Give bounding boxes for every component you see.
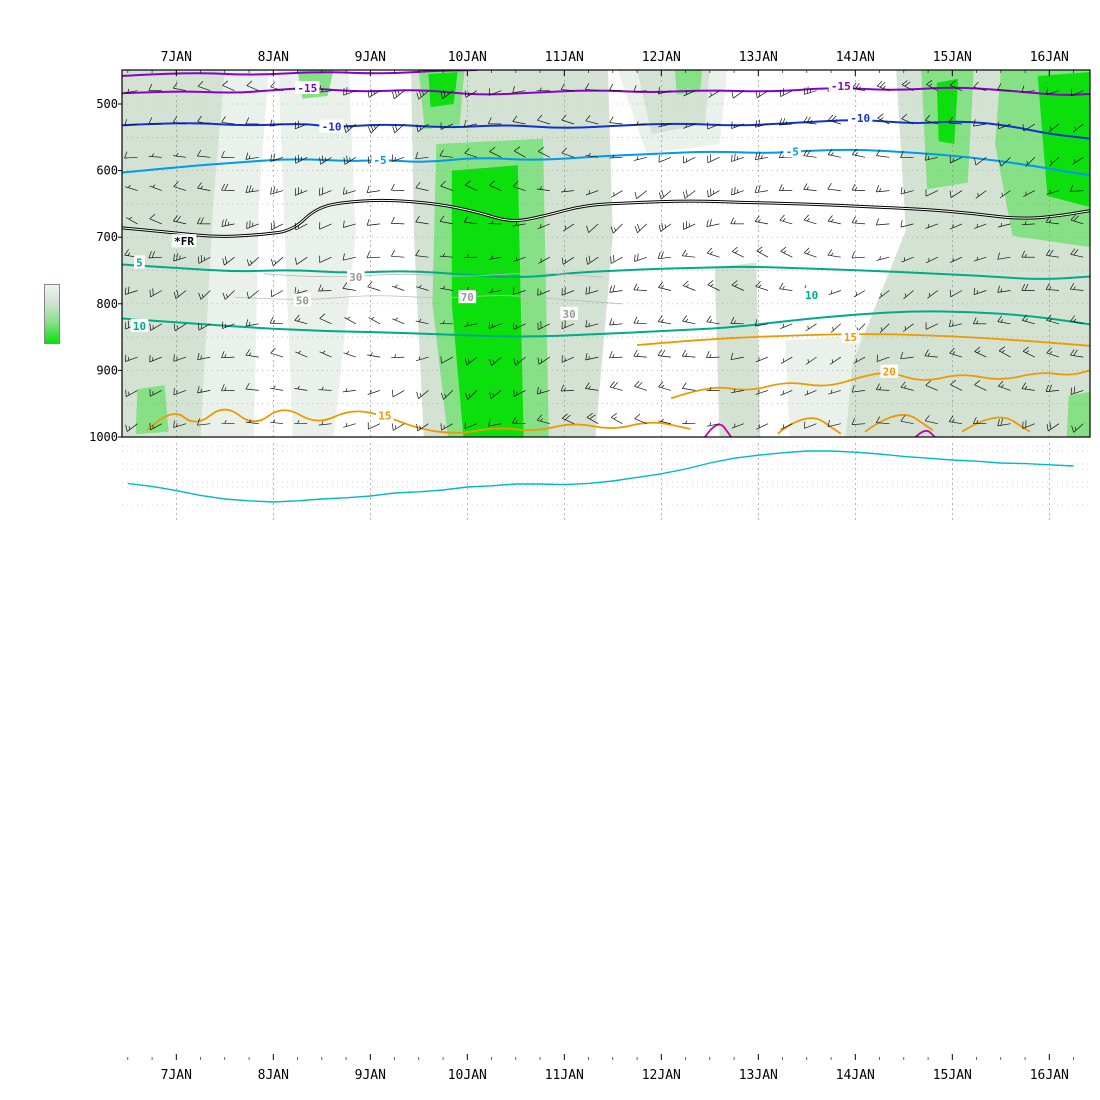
contour-label-bg [458,290,477,304]
svg-text:8JAN: 8JAN [258,50,289,65]
contour-label: -10 [850,112,870,125]
rh-shading-region [674,70,703,95]
contour-label: 70 [461,291,474,304]
svg-text:9JAN: 9JAN [355,1068,386,1083]
contour-label-bg [802,288,821,302]
contour-label-bg [346,270,365,284]
temp-contour-25 [914,429,936,437]
contour-label-bg [828,79,853,93]
contour-label-bg [371,152,389,166]
temp-contour-10 [122,310,1090,338]
contour-label: 30 [349,271,362,284]
contour-label: 30 [563,308,576,321]
contour-label-bg [841,330,860,344]
contour-label-bg [319,119,344,133]
contour-label-bg [560,306,578,320]
rh-shading-region [135,385,169,435]
contour-label: -10 [322,121,342,134]
svg-text:10JAN: 10JAN [448,50,487,65]
svg-text:8JAN: 8JAN [258,1068,289,1083]
svg-text:10JAN: 10JAN [448,1068,487,1083]
temp-contour--5 [122,148,1090,177]
contour-label: 15 [378,410,391,423]
thickness-line [127,450,1074,503]
contour-label: 10 [133,320,146,333]
upper-air-wind-barbs [124,80,1084,433]
svg-text:11JAN: 11JAN [545,50,584,65]
contour-label-bg [171,234,197,248]
contour-label-bg [134,255,145,269]
svg-text:800: 800 [96,297,118,311]
contour-label: 50 [296,294,309,307]
contour-label: -15 [297,82,317,95]
temp-contour-25 [704,423,732,437]
contour-label: -15 [831,80,851,93]
rh-shading-region [278,70,356,437]
temp-contour-15 [961,416,1031,433]
svg-text:12JAN: 12JAN [642,1068,681,1083]
contour-label: 5 [136,257,143,270]
svg-text:900: 900 [96,363,118,377]
svg-text:13JAN: 13JAN [739,1068,778,1083]
contour-label-bg [130,318,149,332]
temp-contour-15 [777,417,842,435]
contour-label-bg [880,364,899,378]
rh-colorbar [44,284,60,344]
rh-shading-region [428,72,458,108]
contour-label-bg [293,293,312,307]
contour-label: 10 [805,289,818,302]
rh-shading-region [714,262,761,437]
svg-text:7JAN: 7JAN [161,50,192,65]
contour-label: *FR [174,235,194,248]
contour-label: -5 [373,154,386,167]
slp-thickness-panel [122,443,1090,520]
svg-text:600: 600 [96,164,118,178]
svg-text:15JAN: 15JAN [933,1068,972,1083]
svg-text:14JAN: 14JAN [836,50,875,65]
contour-label: 15 [844,331,857,344]
temp-contour--15 [122,86,1090,96]
svg-text:14JAN: 14JAN [836,1068,875,1083]
temp-contour--20 [122,70,478,77]
rh-shading-region [122,70,225,437]
temp-contour-rh-gray [234,295,623,305]
svg-text:15JAN: 15JAN [933,50,972,65]
upper-air-panel: -15 -15 -10 -10 -5 -5 *FR 5 10 10 15 15 20 30 50 70 30 [122,70,1090,437]
svg-text:700: 700 [96,230,118,244]
contour-label-bg [295,81,320,95]
svg-text:11JAN: 11JAN [545,1068,584,1083]
svg-text:12JAN: 12JAN [642,50,681,65]
svg-text:1000: 1000 [89,430,118,444]
svg-text:13JAN: 13JAN [739,50,778,65]
temp-contour--10 [122,119,1090,140]
contour-label: 20 [883,366,896,379]
svg-text:9JAN: 9JAN [355,50,386,65]
temp-contour-rh-gray [263,272,604,278]
rh-shading-region [451,165,524,437]
svg-text:7JAN: 7JAN [161,1068,192,1083]
rh-shading-region [936,78,959,144]
rh-shading-region [1066,391,1090,437]
contour-label-bg [847,110,873,124]
svg-text:16JAN: 16JAN [1030,50,1069,65]
contour-label: -5 [786,145,799,158]
svg-text:500: 500 [96,97,118,111]
axes: 500 600 700 800 900 1000 7JAN 7JAN 8JAN 8JAN 9JAN 9… [89,50,1074,1083]
contour-label-bg [376,408,394,422]
temp-contour-15 [864,414,934,433]
temp-contour-5 [122,263,1090,280]
temp-contour-15 [637,333,1090,347]
contour-label-bg [783,144,802,158]
svg-text:16JAN: 16JAN [1030,1068,1069,1083]
